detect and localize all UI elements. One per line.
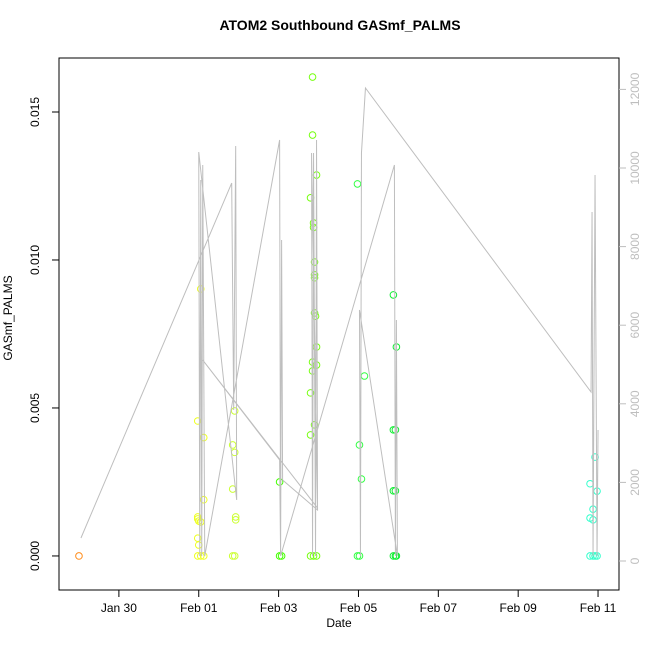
point (196, 518, 205, 526)
point (193, 552, 202, 560)
y2-tick-label: 8000 (628, 233, 642, 260)
point (591, 453, 599, 461)
chart-title: ATOM2 Southbound GASmf_PALMS (219, 17, 460, 33)
point (75, 552, 83, 560)
point (230, 552, 239, 560)
point (312, 552, 321, 560)
point (306, 552, 315, 560)
point (309, 552, 318, 560)
y-tick-label: 0.010 (28, 245, 42, 275)
point (306, 431, 315, 439)
point (230, 407, 239, 415)
x-tick-label: Feb 03 (260, 601, 298, 615)
x-tick-label: Feb 01 (180, 601, 218, 615)
point (308, 73, 317, 81)
point (389, 552, 398, 560)
point (231, 513, 240, 521)
point (353, 180, 362, 188)
y2-tick-label: 6000 (628, 312, 642, 339)
point (360, 372, 369, 380)
point (228, 552, 237, 560)
point (231, 516, 240, 524)
y-tick-label: 0.015 (28, 97, 42, 127)
y2-tick-label: 10000 (628, 151, 642, 185)
plot-frame (58, 57, 620, 591)
x-tick-label: Feb 09 (500, 601, 538, 615)
line (80, 86, 599, 557)
point (389, 291, 398, 299)
x-axis-label: Date (326, 616, 352, 630)
point (308, 131, 317, 139)
y-axis-label: GASmf_PALMS (1, 275, 15, 360)
point (196, 552, 205, 560)
point (357, 475, 366, 483)
point (591, 552, 599, 560)
point (228, 441, 237, 449)
point (199, 495, 208, 504)
x-tick-label: Feb 05 (340, 601, 378, 615)
point (199, 552, 208, 560)
x-tick-label: Feb 11 (580, 601, 617, 615)
y2-tick-label: 0 (628, 557, 642, 564)
point (306, 194, 315, 202)
y2-tick-label: 4000 (628, 390, 642, 417)
point (275, 552, 284, 560)
y2-tick-label: 2000 (628, 469, 642, 496)
point (355, 552, 364, 560)
point (355, 441, 364, 449)
y-tick-label: 0.000 (28, 541, 42, 571)
y2-tick-label: 12000 (628, 72, 642, 106)
x-tick-label: Jan 30 (101, 601, 137, 615)
y-tick-label: 0.005 (28, 393, 42, 423)
point (194, 541, 203, 549)
x-tick-label: Feb 07 (420, 601, 458, 615)
point (306, 389, 315, 397)
